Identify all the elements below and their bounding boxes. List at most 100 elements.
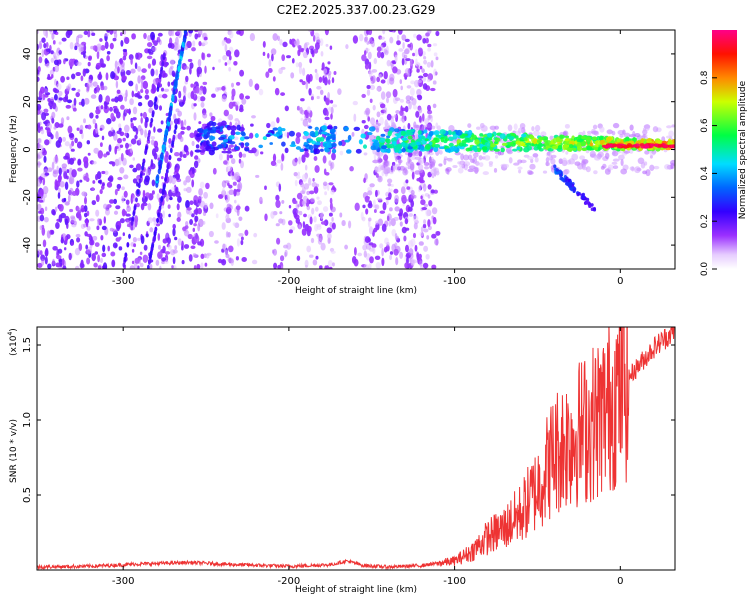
- noise-speckle: [382, 201, 387, 211]
- noise-speckle: [435, 238, 439, 246]
- main-signal-speckle: [489, 143, 497, 148]
- noise-speckle: [82, 173, 89, 181]
- noise-speckle: [119, 32, 123, 37]
- noise-speckle: [550, 157, 556, 165]
- x-tick-label: -100: [443, 276, 466, 287]
- noise-speckle: [55, 222, 60, 229]
- noise-speckle: [125, 142, 129, 149]
- noise-speckle: [97, 254, 101, 263]
- noise-speckle: [517, 166, 523, 170]
- y-tick-label: 20: [22, 95, 33, 108]
- noise-speckle: [233, 188, 237, 197]
- noise-speckle: [104, 32, 110, 37]
- noise-speckle: [183, 119, 187, 126]
- noise-speckle: [144, 94, 150, 100]
- noise-speckle: [57, 248, 63, 254]
- noise-speckle: [103, 216, 107, 224]
- noise-speckle: [599, 126, 605, 133]
- noise-speckle: [386, 97, 389, 104]
- noise-speckle: [150, 139, 155, 146]
- noise-speckle: [50, 50, 54, 55]
- noise-speckle: [200, 101, 205, 108]
- tilted-streak-speckle: [155, 175, 159, 182]
- noise-speckle: [144, 129, 148, 138]
- noise-speckle: [157, 94, 164, 98]
- noise-speckle: [377, 175, 383, 183]
- noise-speckle: [316, 95, 320, 100]
- y-tick-label: -20: [22, 189, 33, 205]
- noise-speckle: [52, 245, 58, 251]
- noise-speckle: [431, 233, 437, 239]
- noise-speckle: [53, 94, 58, 101]
- noise-speckle: [145, 116, 149, 123]
- noise-speckle: [432, 43, 438, 47]
- noise-speckle: [322, 206, 329, 212]
- noise-speckle: [274, 87, 280, 96]
- noise-speckle: [403, 235, 407, 242]
- streak-speckle: [157, 211, 161, 218]
- noise-speckle: [130, 117, 133, 123]
- noise-speckle: [60, 75, 66, 83]
- noise-speckle: [286, 131, 290, 139]
- noise-speckle: [55, 262, 61, 268]
- noise-speckle: [76, 180, 80, 188]
- main-signal-speckle: [410, 142, 417, 147]
- noise-speckle: [425, 253, 430, 260]
- noise-speckle: [404, 262, 409, 269]
- noise-speckle: [262, 41, 266, 48]
- main-signal-speckle: [562, 144, 569, 149]
- noise-speckle: [424, 150, 428, 158]
- noise-speckle: [308, 177, 312, 186]
- noise-speckle: [430, 218, 434, 225]
- noise-speckle: [549, 135, 554, 141]
- noise-speckle: [330, 206, 336, 213]
- noise-speckle: [77, 167, 83, 172]
- noise-speckle: [478, 155, 483, 161]
- streak-speckle: [158, 208, 161, 214]
- noise-speckle: [297, 49, 301, 57]
- noise-speckle: [238, 233, 244, 237]
- x-tick-label: -100: [443, 576, 466, 587]
- noise-speckle: [44, 172, 50, 176]
- noise-speckle: [150, 159, 154, 168]
- noise-speckle: [100, 45, 106, 51]
- noise-speckle: [53, 155, 59, 165]
- noise-speckle: [326, 227, 333, 234]
- noise-speckle: [62, 265, 67, 269]
- main-signal-speckle: [557, 144, 563, 150]
- noise-speckle: [424, 118, 429, 126]
- noise-speckle: [126, 219, 130, 224]
- noise-speckle: [99, 257, 104, 264]
- main-signal-speckle: [303, 131, 310, 137]
- noise-speckle: [422, 262, 429, 269]
- noise-speckle: [209, 112, 213, 117]
- main-signal-speckle: [226, 150, 232, 154]
- noise-speckle: [394, 54, 398, 62]
- noise-speckle: [46, 230, 51, 239]
- noise-speckle: [151, 190, 155, 195]
- noise-speckle: [92, 180, 96, 184]
- noise-speckle: [352, 100, 358, 106]
- noise-speckle: [128, 54, 134, 61]
- noise-speckle: [420, 195, 423, 200]
- noise-speckle: [467, 168, 475, 173]
- noise-speckle: [296, 255, 301, 261]
- noise-speckle: [307, 117, 312, 123]
- noise-speckle: [413, 222, 418, 230]
- noise-speckle: [409, 87, 415, 97]
- noise-speckle: [394, 206, 400, 212]
- noise-speckle: [174, 134, 178, 140]
- noise-speckle: [106, 55, 110, 62]
- noise-speckle: [270, 48, 277, 56]
- main-signal-speckle: [244, 148, 250, 152]
- noise-speckle: [41, 111, 47, 121]
- noise-speckle: [144, 175, 150, 183]
- noise-speckle: [47, 167, 53, 173]
- noise-speckle: [71, 87, 76, 91]
- main-signal-speckle: [200, 145, 205, 150]
- noise-speckle: [267, 52, 270, 59]
- main-signal-core: [604, 145, 610, 149]
- noise-speckle: [102, 203, 108, 210]
- main-signal-speckle: [508, 141, 514, 146]
- noise-speckle: [367, 51, 372, 60]
